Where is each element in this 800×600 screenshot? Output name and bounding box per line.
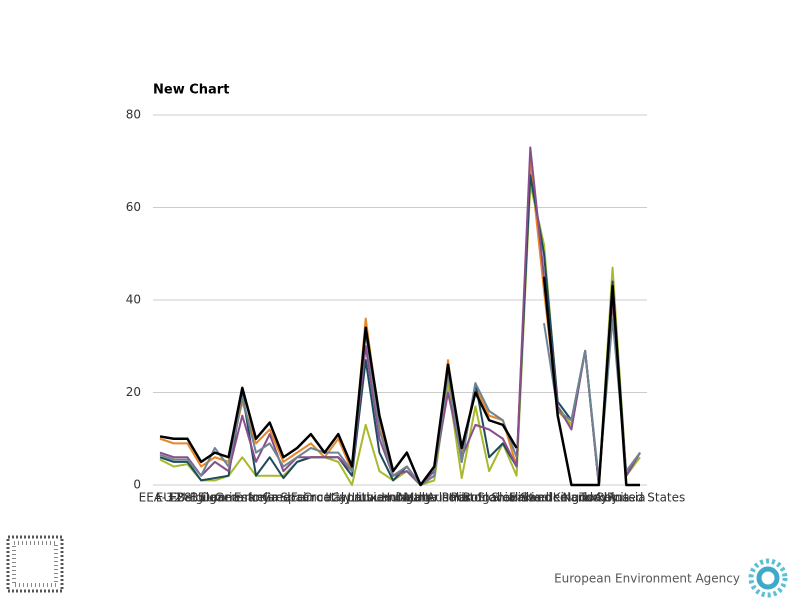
x-tick-label: Netherlands [398, 491, 471, 505]
x-tick-label: Estonia [234, 491, 278, 505]
x-tick-label: Turkey [578, 491, 618, 505]
y-tick-label: 60 [126, 200, 141, 214]
y-tick-label: 80 [126, 108, 141, 122]
x-tick-label: Slovenia [477, 491, 528, 505]
x-tick-label: Ireland [249, 491, 291, 505]
footer-agency: European Environment Agency [554, 572, 740, 586]
x-tick-label: Lithuania [352, 491, 408, 505]
x-tick-label: Italy [325, 491, 351, 505]
qr-code [6, 535, 64, 593]
x-tick-label: United Kingdom [510, 491, 606, 505]
x-tick-label: Croatia [303, 491, 346, 505]
x-tick-label: Malta [404, 491, 437, 505]
x-tick-label: Finland [509, 491, 552, 505]
x-tick-label: EU-28 [156, 491, 192, 505]
x-tick-label: China [595, 491, 629, 505]
x-tick-label: Bulgaria [190, 491, 240, 505]
x-tick-label: Belgium [177, 491, 226, 505]
x-tick-label: Portugal [451, 491, 501, 505]
x-tick-label: Cyprus [331, 491, 373, 505]
chart-title: New Chart [153, 83, 229, 98]
x-tick-label: Iceland [550, 491, 593, 505]
y-tick-label: 40 [126, 293, 141, 307]
x-tick-label: Luxembourg [356, 491, 431, 505]
x-tick-label: Germany [215, 491, 270, 505]
x-tick-label: Russia [607, 491, 646, 505]
x-tick-label: Greece [262, 491, 305, 505]
x-tick-label: Slovakia [491, 491, 541, 505]
x-tick-label: Poland [442, 491, 482, 505]
y-tick-label: 20 [126, 385, 141, 399]
series-line [159, 276, 640, 487]
x-tick-label: Spain [280, 491, 314, 505]
x-tick-label: United States [604, 491, 685, 505]
x-tick-label: EU-15 [169, 491, 205, 505]
series-line [159, 146, 641, 486]
x-tick-label: Denmark [201, 491, 256, 505]
x-tick-label: Sweden [520, 491, 567, 505]
y-tick-label: 0 [133, 478, 141, 492]
eea-logo [748, 558, 788, 598]
x-tick-label: Norway [562, 491, 608, 505]
x-tick-label: Latvia [347, 491, 384, 505]
x-tick-label: EEA-32 [139, 491, 182, 505]
x-tick-label: Austria [427, 491, 469, 505]
x-tick-label: France [291, 491, 331, 505]
x-tick-label: Romania [463, 491, 515, 505]
x-tick-label: Hungary [381, 491, 432, 505]
